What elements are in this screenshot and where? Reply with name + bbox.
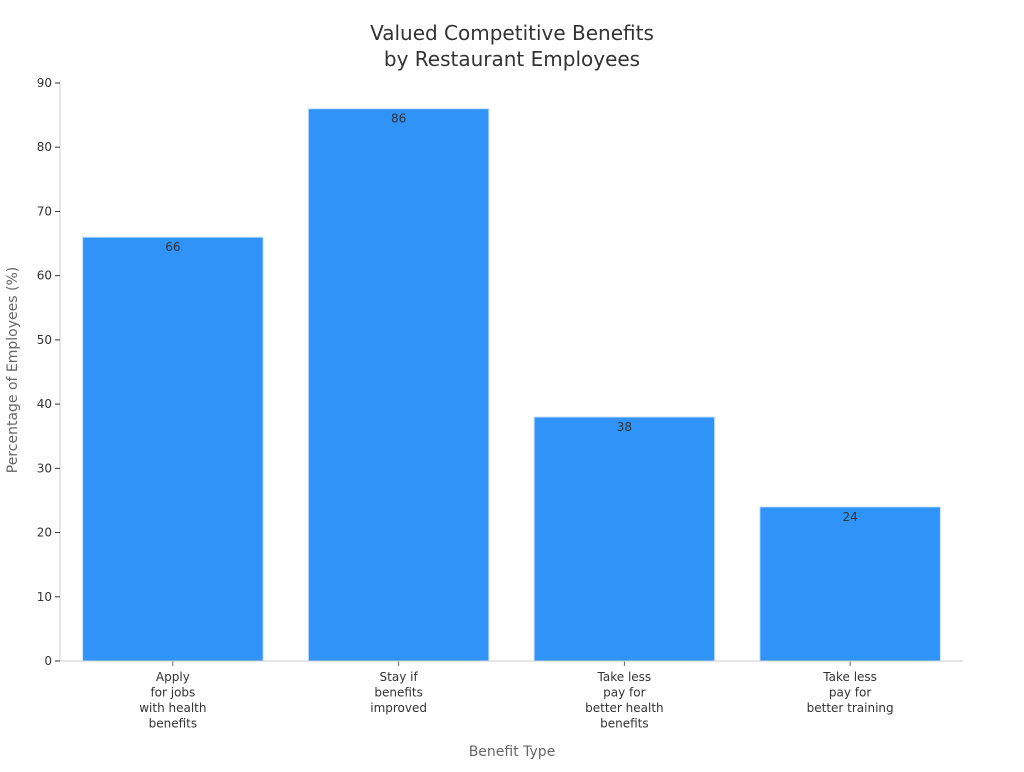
data-label: 38 [617,420,632,434]
chart-title: Valued Competitive Benefits by Restaurant… [370,21,654,71]
y-tick-label: 80 [37,140,52,154]
y-tick-label: 10 [37,590,52,604]
bar[interactable] [82,236,264,662]
y-axis-label: Percentage of Employees (%) [5,267,21,473]
x-tick-label: Apply for jobs with health benefits [139,670,206,731]
y-tick-label: 50 [37,333,52,347]
bar[interactable] [533,416,716,662]
data-label: 86 [391,112,406,126]
x-tick-label: Stay if benefits improved [370,670,427,715]
y-tick-label: 90 [37,76,52,90]
y-tick-label: 70 [37,204,52,218]
bar[interactable] [759,506,941,662]
data-label: 24 [842,510,857,524]
bar[interactable] [307,108,490,662]
y-axis: 0 10 20 30 40 50 60 70 80 90 [37,76,61,668]
y-tick-label: 40 [37,397,52,411]
data-label: 66 [165,240,180,254]
y-tick-label: 60 [37,269,52,283]
x-tick-label: Take less pay for better health benefits [585,670,664,731]
x-axis-label: Benefit Type [469,744,556,760]
x-tick-label: Take less pay for better training [807,670,894,715]
x-axis: Apply for jobs with health benefits Stay if b… [60,660,963,731]
chart-title-line: Valued Competitive Benefits [370,21,654,45]
y-tick-label: 0 [44,654,52,668]
y-tick-label: 20 [37,526,52,540]
bars: 66 86 38 24 [82,108,941,662]
y-tick-label: 30 [37,461,52,475]
chart-title-line: by Restaurant Employees [384,47,640,71]
